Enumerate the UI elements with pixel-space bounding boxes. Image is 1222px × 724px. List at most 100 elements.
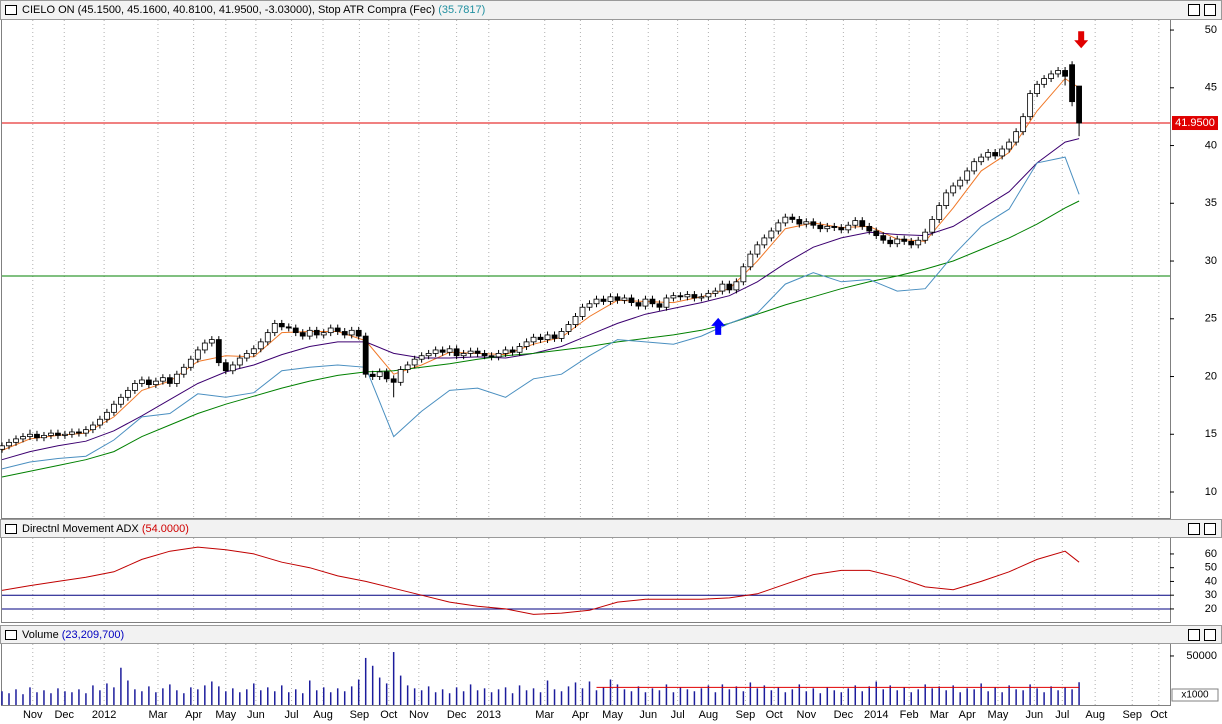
candle-body: [313, 329, 320, 336]
candle-body: [48, 432, 54, 436]
candle-body: [306, 329, 313, 337]
x-tick-label: Oct: [380, 709, 397, 721]
x-tick-label: Aug: [1085, 709, 1105, 721]
candle-body: [187, 358, 194, 368]
candle-body: [754, 244, 761, 255]
y-tick-label: 15: [1205, 428, 1217, 440]
close-button[interactable]: [1204, 4, 1216, 16]
candle-body: [866, 225, 873, 232]
candle-body: [663, 297, 670, 308]
candle-body: [369, 373, 376, 377]
candle-body: [936, 205, 943, 220]
candle-body: [775, 222, 782, 232]
maximize-button[interactable]: [1188, 629, 1200, 641]
x-tick-label: Jun: [639, 709, 657, 721]
candle-body: [285, 326, 292, 329]
candle-body: [796, 219, 803, 225]
candle-body: [803, 221, 810, 225]
volume-title: Volume (23,209,700): [22, 629, 124, 641]
candle-body: [523, 341, 530, 347]
candle-body: [971, 161, 978, 172]
candle-body: [915, 239, 922, 246]
candle-body: [327, 327, 334, 334]
maximize-button[interactable]: [1188, 523, 1200, 535]
candle-body: [1076, 85, 1082, 124]
candle-body: [97, 418, 103, 426]
candle-body: [572, 316, 579, 325]
maximize-button[interactable]: [1188, 4, 1200, 16]
candle-body: [1069, 64, 1075, 103]
y-tick-label: 50: [1205, 562, 1217, 574]
candle-body: [957, 179, 964, 187]
candle-body: [964, 170, 971, 181]
candle-body: [670, 295, 677, 299]
candle-body: [880, 235, 887, 241]
y-tick-label: 20: [1205, 603, 1217, 615]
window-icon: [5, 524, 17, 534]
candle-body: [41, 435, 47, 439]
candle-body: [950, 185, 957, 194]
candle-body: [208, 339, 215, 344]
candle-body: [334, 327, 341, 332]
title-value: (54.0000): [142, 523, 189, 535]
y-tick-label: 40: [1205, 139, 1217, 151]
candle-body: [992, 152, 999, 157]
candle-body: [677, 295, 684, 298]
candle-body: [376, 371, 383, 377]
x-tick-label: 2013: [477, 709, 501, 721]
candle-body: [782, 216, 789, 224]
candle-body: [425, 353, 432, 357]
candle-body: [838, 227, 845, 231]
y-tick-label: 45: [1205, 82, 1217, 94]
candle-body: [943, 192, 950, 206]
x-tick-label: Jul: [1055, 709, 1069, 721]
candle-body: [250, 348, 257, 354]
x-tick-label: Nov: [409, 709, 429, 721]
x-tick-label: May: [215, 709, 236, 721]
close-button[interactable]: [1204, 629, 1216, 641]
candle-body: [20, 436, 26, 440]
candle-body: [712, 290, 719, 294]
close-button[interactable]: [1204, 523, 1216, 535]
candle-body: [516, 346, 523, 353]
candle-body: [747, 253, 754, 268]
candle-body: [565, 324, 572, 332]
x-tick-label: Jul: [285, 709, 299, 721]
candle-body: [348, 329, 355, 336]
candle-body: [34, 433, 40, 439]
candle-body: [104, 411, 110, 420]
x-tick-label: May: [602, 709, 623, 721]
candle-body: [83, 429, 89, 434]
unit-box: [1171, 688, 1219, 702]
title-text: Volume: [22, 629, 59, 641]
candle-body: [1048, 73, 1055, 79]
x-tick-label: 2012: [92, 709, 116, 721]
candle-body: [341, 331, 348, 336]
candle-body: [894, 238, 901, 245]
x-tick-label: Apr: [572, 709, 589, 721]
candle-body: [467, 350, 474, 354]
candle-body: [362, 335, 369, 375]
candle-body: [320, 332, 327, 336]
candle-body: [62, 433, 68, 436]
candle-body: [215, 339, 222, 364]
candle-body: [117, 396, 124, 405]
x-tick-label: Mar: [930, 709, 949, 721]
candle-body: [733, 281, 740, 291]
candle-body: [292, 327, 299, 334]
candle-body: [1041, 78, 1048, 85]
signal-arrow: [1074, 31, 1089, 49]
candle-body: [649, 298, 656, 305]
x-tick-label: Jul: [671, 709, 685, 721]
x-tick-label: Mar: [535, 709, 554, 721]
headers: CIELO ON (45.1500, 45.1600, 40.8100, 41.…: [0, 0, 1222, 644]
candle-body: [432, 349, 439, 354]
candle-body: [474, 350, 481, 354]
title-text: Directnl Movement ADX: [22, 523, 139, 535]
candle-body: [502, 349, 509, 354]
candle-body: [1034, 83, 1041, 94]
y-tick-label: 50000: [1186, 650, 1217, 662]
candle-body: [740, 266, 747, 283]
window-icon: [5, 5, 17, 15]
